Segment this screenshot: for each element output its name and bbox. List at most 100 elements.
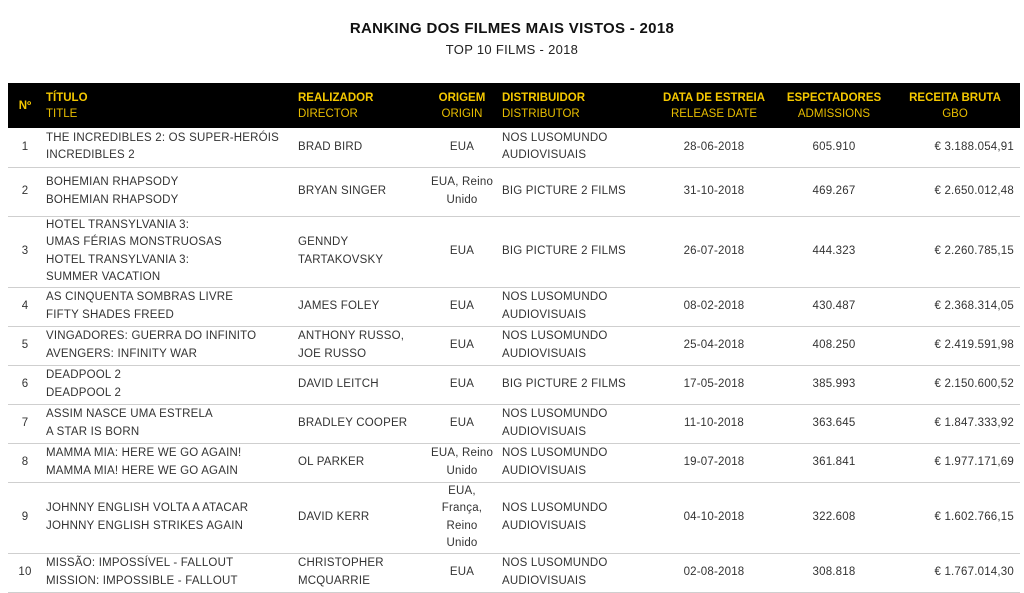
cell-origin: EUA [426, 287, 498, 327]
cell-distributor: NOS LUSOMUNDO AUDIOVISUAIS [498, 128, 650, 168]
cell-director: CHRISTOPHER MCQUARRIE [294, 553, 426, 593]
cell-director: DAVID KERR [294, 482, 426, 554]
ranking-table: Nº TÍTULO TITLE REALIZADOR DIRECTOR ORIGEM… [8, 83, 1020, 593]
cell-director: DAVID LEITCH [294, 365, 426, 405]
cell-director: BRADLEY COOPER [294, 404, 426, 444]
cell-title: ASSIM NASCE UMA ESTRELA A STAR IS BORN [42, 404, 294, 444]
cell-director: GENNDY TARTAKOVSKY [294, 216, 426, 288]
cell-gbo: € 1.767.014,30 [890, 553, 1020, 593]
cell-origin: EUA, Reino Unido [426, 167, 498, 217]
main-title: RANKING DOS FILMES MAIS VISTOS - 2018 [349, 20, 675, 37]
cell-rank: 7 [8, 404, 42, 444]
cell-origin: EUA [426, 216, 498, 288]
cell-release-date: 26-07-2018 [650, 216, 778, 288]
table-header: Nº TÍTULO TITLE REALIZADOR DIRECTOR ORIGEM… [8, 83, 1020, 128]
cell-origin: EUA [426, 404, 498, 444]
cell-distributor: BIG PICTURE 2 FILMS [498, 365, 650, 405]
cell-distributor: NOS LUSOMUNDO AUDIOVISUAIS [498, 443, 650, 483]
table-row: 8 MAMMA MIA: HERE WE GO AGAIN! MAMMA MIA! … [8, 443, 1020, 483]
cell-distributor: NOS LUSOMUNDO AUDIOVISUAIS [498, 326, 650, 366]
cell-admissions: 385.993 [778, 365, 890, 405]
cell-release-date: 17-05-2018 [650, 365, 778, 405]
header-director: REALIZADOR DIRECTOR [298, 91, 374, 120]
cell-gbo: € 1.847.333,92 [890, 404, 1020, 444]
cell-distributor: NOS LUSOMUNDO AUDIOVISUAIS [498, 404, 650, 444]
cell-distributor: NOS LUSOMUNDO AUDIOVISUAIS [498, 482, 650, 554]
cell-gbo: € 2.419.591,98 [890, 326, 1020, 366]
cell-title: AS CINQUENTA SOMBRAS LIVRE FIFTY SHADES F… [42, 287, 294, 327]
cell-origin: EUA [426, 365, 498, 405]
cell-title: MISSÃO: IMPOSSÍVEL - FALLOUT MISSION: IMP… [42, 553, 294, 593]
cell-title: HOTEL TRANSYLVANIA 3: UMAS FÉRIAS MONSTRU… [42, 216, 294, 288]
table-row: 10 MISSÃO: IMPOSSÍVEL - FALLOUT MISSION: I… [8, 553, 1020, 593]
table-row: 9 JOHNNY ENGLISH VOLTA A ATACAR JOHNNY ENG… [8, 482, 1020, 554]
cell-director: BRYAN SINGER [294, 167, 426, 217]
table-body: 1 THE INCREDIBLES 2: OS SUPER-HERÓIS INCRE… [8, 128, 1020, 593]
cell-title: JOHNNY ENGLISH VOLTA A ATACAR JOHNNY ENGL… [42, 482, 294, 554]
cell-rank: 2 [8, 167, 42, 217]
cell-rank: 10 [8, 553, 42, 593]
cell-origin: EUA, Reino Unido [426, 443, 498, 483]
cell-release-date: 28-06-2018 [650, 128, 778, 168]
cell-origin: EUA, França, Reino Unido [426, 482, 498, 554]
cell-director: OL PARKER [294, 443, 426, 483]
cell-admissions: 430.487 [778, 287, 890, 327]
header-title: TÍTULO TITLE [46, 91, 88, 120]
header-distributor: DISTRIBUIDOR DISTRIBUTOR [502, 91, 586, 120]
cell-release-date: 19-07-2018 [650, 443, 778, 483]
cell-gbo: € 2.650.012,48 [890, 167, 1020, 217]
table-row: 2 BOHEMIAN RHAPSODY BOHEMIAN RHAPSODY BRYAN… [8, 167, 1020, 217]
header-gbo: RECEITA BRUTA GBO [909, 91, 1001, 120]
cell-title: MAMMA MIA: HERE WE GO AGAIN! MAMMA MIA! H… [42, 443, 294, 483]
cell-distributor: NOS LUSOMUNDO AUDIOVISUAIS [498, 287, 650, 327]
cell-rank: 5 [8, 326, 42, 366]
cell-rank: 6 [8, 365, 42, 405]
cell-admissions: 361.841 [778, 443, 890, 483]
header-origin: ORIGEM ORIGIN [438, 91, 486, 120]
cell-title: DEADPOOL 2 DEADPOOL 2 [42, 365, 294, 405]
header-release-date: DATA DE ESTREIA RELEASE DATE [662, 91, 765, 120]
cell-distributor: NOS LUSOMUNDO AUDIOVISUAIS [498, 553, 650, 593]
cell-rank: 8 [8, 443, 42, 483]
cell-gbo: € 1.602.766,15 [890, 482, 1020, 554]
cell-rank: 3 [8, 216, 42, 288]
cell-distributor: BIG PICTURE 2 FILMS [498, 216, 650, 288]
cell-admissions: 308.818 [778, 553, 890, 593]
header-admissions: ESPECTADORES ADMISSIONS [786, 91, 882, 120]
cell-rank: 1 [8, 128, 42, 168]
cell-admissions: 408.250 [778, 326, 890, 366]
header-rank: Nº [18, 99, 32, 112]
cell-origin: EUA [426, 326, 498, 366]
cell-gbo: € 3.188.054,91 [890, 128, 1020, 168]
cell-admissions: 322.608 [778, 482, 890, 554]
table-row: 6 DEADPOOL 2 DEADPOOL 2 DAVID LEITCH EUA BIG … [8, 365, 1020, 405]
table-row: 7 ASSIM NASCE UMA ESTRELA A STAR IS BORN BR… [8, 404, 1020, 444]
cell-title: THE INCREDIBLES 2: OS SUPER-HERÓIS INCRED… [42, 128, 294, 168]
cell-director: ANTHONY RUSSO, JOE RUSSO [294, 326, 426, 366]
cell-gbo: € 2.260.785,15 [890, 216, 1020, 288]
cell-gbo: € 1.977.171,69 [890, 443, 1020, 483]
cell-gbo: € 2.368.314,05 [890, 287, 1020, 327]
table-row: 3 HOTEL TRANSYLVANIA 3: UMAS FÉRIAS MONSTR… [8, 216, 1020, 288]
cell-admissions: 444.323 [778, 216, 890, 288]
cell-director: BRAD BIRD [294, 128, 426, 168]
cell-origin: EUA [426, 553, 498, 593]
cell-release-date: 25-04-2018 [650, 326, 778, 366]
cell-release-date: 02-08-2018 [650, 553, 778, 593]
cell-admissions: 605.910 [778, 128, 890, 168]
cell-director: JAMES FOLEY [294, 287, 426, 327]
table-row: 4 AS CINQUENTA SOMBRAS LIVRE FIFTY SHADES … [8, 287, 1020, 327]
cell-title: BOHEMIAN RHAPSODY BOHEMIAN RHAPSODY [42, 167, 294, 217]
sub-title: TOP 10 FILMS - 2018 [445, 42, 579, 57]
cell-release-date: 31-10-2018 [650, 167, 778, 217]
cell-gbo: € 2.150.600,52 [890, 365, 1020, 405]
cell-rank: 4 [8, 287, 42, 327]
table-row: 5 VINGADORES: GUERRA DO INFINITO AVENGERS:… [8, 326, 1020, 366]
cell-release-date: 08-02-2018 [650, 287, 778, 327]
cell-release-date: 04-10-2018 [650, 482, 778, 554]
cell-admissions: 469.267 [778, 167, 890, 217]
table-row: 1 THE INCREDIBLES 2: OS SUPER-HERÓIS INCRE… [8, 128, 1020, 168]
cell-distributor: BIG PICTURE 2 FILMS [498, 167, 650, 217]
cell-title: VINGADORES: GUERRA DO INFINITO AVENGERS: … [42, 326, 294, 366]
cell-admissions: 363.645 [778, 404, 890, 444]
